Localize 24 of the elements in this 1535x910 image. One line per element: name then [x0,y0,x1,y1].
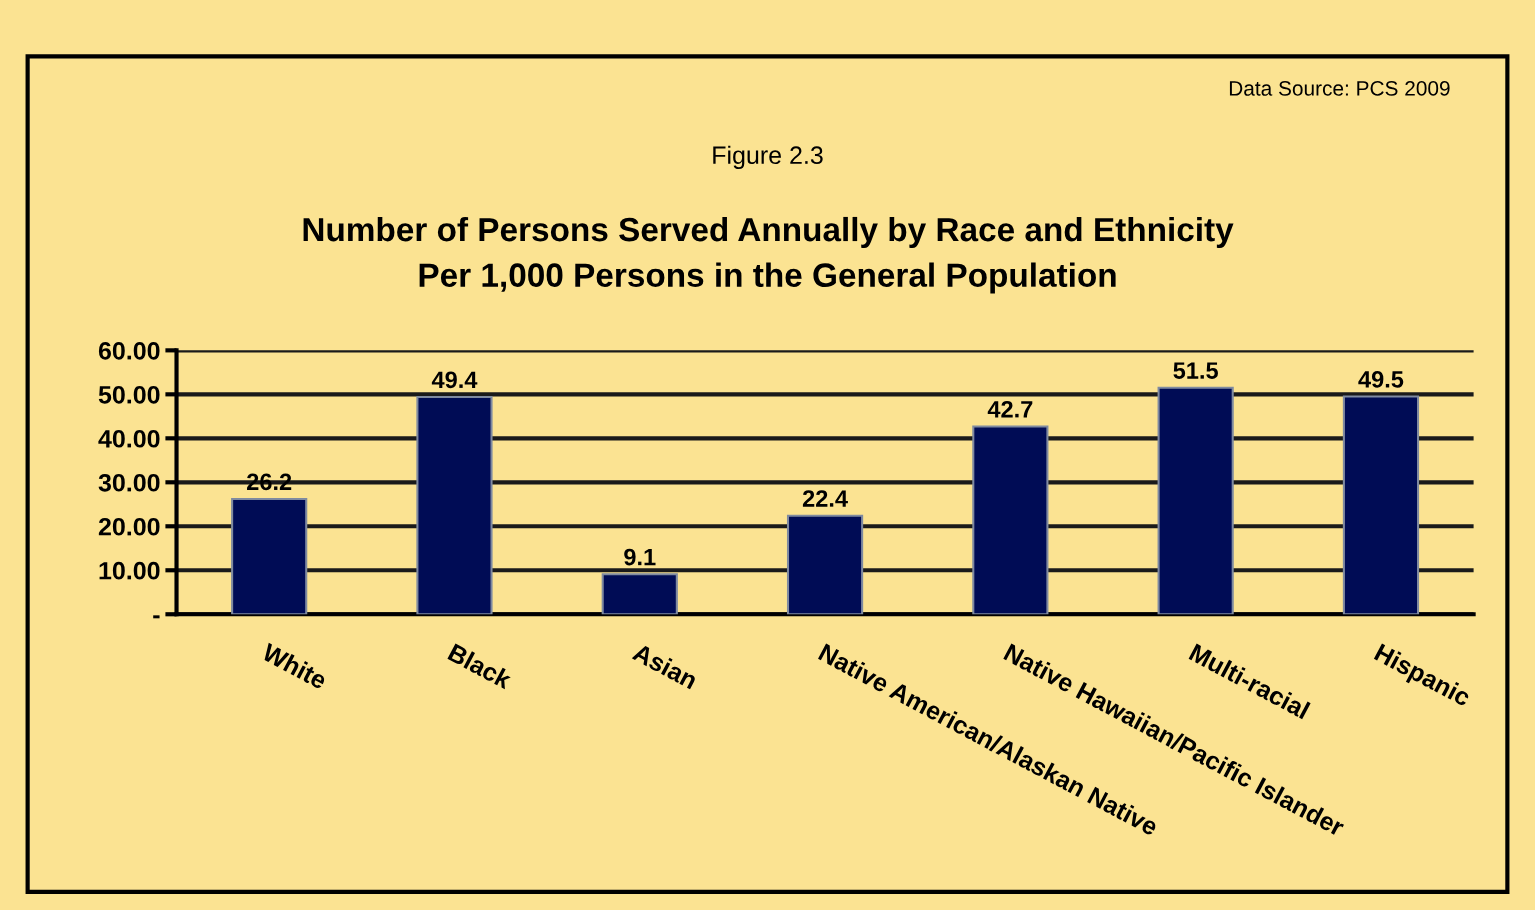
bar [1157,386,1234,615]
y-tick-label: - [153,615,160,619]
y-tick-label: 60.00 [98,341,160,360]
chart-subtitle: Figure 2.3 [713,145,823,169]
bar [1342,395,1420,615]
y-tick-label: 40.00 [98,429,160,448]
y-tick-label: 50.00 [98,385,160,404]
data-label: 9.1 [624,548,656,566]
data-label: 49.5 [1358,370,1404,388]
source-note: Data Source: PCS 2009 [1229,81,1450,96]
bar [416,395,493,615]
bar [972,425,1049,615]
y-tick-label: 10.00 [99,561,160,580]
y-tick-label: 30.00 [98,473,160,492]
data-label: 22.4 [802,490,848,507]
data-label: 49.4 [431,371,478,389]
y-tick-label: 20.00 [98,517,160,536]
data-label: 42.7 [987,400,1033,418]
chart-title: Number of Persons Served Annually by Race and Ethnicity Per 1,000 Persons in the General Population [303,216,1234,294]
bar [601,573,678,615]
data-label: 26.2 [247,473,292,491]
bar [786,514,864,615]
data-label: 51.5 [1173,362,1218,379]
bar [231,497,308,615]
